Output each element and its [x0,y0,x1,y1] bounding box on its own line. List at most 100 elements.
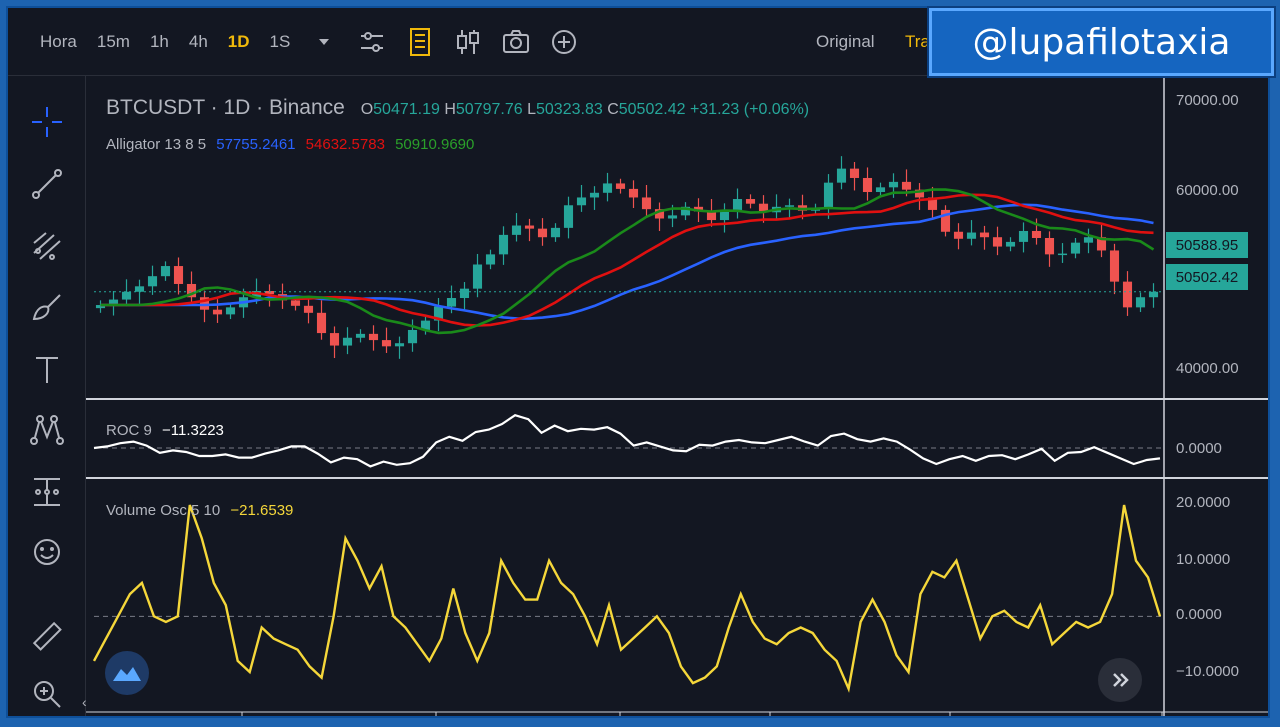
fib-tool-icon[interactable] [27,226,67,266]
candle-body [524,225,535,229]
candle-body [979,232,990,238]
price-chart-canvas[interactable] [8,8,1270,718]
candle-body [212,309,223,315]
candle-body [875,187,886,193]
original-button[interactable]: Original [816,32,875,51]
candle-body [914,189,925,198]
candle-body [758,203,769,213]
candle-body [420,320,431,330]
brush-icon[interactable] [27,288,67,328]
candle-body [784,205,795,207]
symbol-title: BTCUSDT · 1D · Binance [106,96,345,119]
candle-body [888,181,899,188]
candle-body [1057,253,1068,256]
candle-body [1083,237,1094,243]
candle-body [940,209,951,232]
candle-body [667,215,678,219]
sliders-icon[interactable] [352,22,392,62]
candle-body [459,288,470,299]
interval-4h[interactable]: 4h [188,31,208,51]
measure-tool-icon[interactable] [27,472,67,512]
candle-body [433,306,444,321]
add-circle-icon[interactable] [544,22,584,62]
text-tool-icon[interactable] [27,350,67,390]
candle-body [264,290,275,295]
vol-axis-label: 0.0000 [1176,606,1222,623]
candle-body [1122,281,1133,308]
candle-body [1044,237,1055,255]
price-axis-label: 70000.00 [1176,92,1239,109]
candle-body [1135,297,1146,308]
candle-body [329,333,340,346]
candle-body [121,291,132,300]
zoom-in-icon[interactable] [27,674,67,714]
alligator-teeth-value: 54632.5783 [305,136,385,153]
candle-body [680,206,691,216]
candle-body [290,300,301,306]
candle-body [823,182,834,209]
vol-axis-label: 20.0000 [1176,494,1231,511]
candle-body [563,205,574,228]
collapse-sidebar-icon[interactable]: ‹ [82,694,87,710]
pattern-tool-icon[interactable] [27,410,67,450]
candle-body [407,329,418,344]
trading-tab[interactable]: Tra [905,32,930,51]
crosshair-icon[interactable] [27,102,67,142]
candle-body [836,168,847,183]
candle-body [1031,230,1042,238]
candle-body [1148,291,1159,298]
candle-body [368,333,379,341]
candle-body [966,232,977,239]
candle-body [732,199,743,210]
candle-body [719,209,730,221]
candles-icon[interactable] [448,22,488,62]
alligator-lips-value: 50910.9690 [395,136,475,153]
tradingview-logo-button[interactable] [105,651,149,695]
candle-body [303,305,314,313]
interval-hora[interactable]: Hora [40,31,77,51]
candle-body [147,276,158,287]
roc-legend[interactable]: ROC 9 −11.3223 [106,422,224,439]
price-axis-label: 40000.00 [1176,360,1239,377]
volume-osc-line [92,504,1162,693]
candle-body [1109,250,1120,282]
trend-line-icon[interactable] [27,164,67,204]
interval-1h[interactable]: 1h [149,31,169,51]
candle-body [927,197,938,210]
interval-15m[interactable]: 15m [96,31,130,51]
alligator-legend[interactable]: Alligator 13 8 5 57755.2461 54632.5783 5… [106,136,475,153]
candle-body [511,225,522,235]
volume-osc-value: −21.6539 [230,502,294,519]
candle-body [160,266,171,277]
candle-body [394,343,405,347]
roc-line [93,413,1161,468]
interval-dropdown-icon[interactable] [304,22,344,62]
interval-1d[interactable]: 1D [227,31,250,51]
volume-osc-legend[interactable]: Volume Osc 5 10 −21.6539 [106,502,294,519]
double-chevron-right-icon [1113,673,1129,687]
candle-body [134,286,145,292]
candle-body [992,237,1003,247]
candle-body [615,183,626,189]
candle-body [602,183,613,193]
candle-body [342,337,353,346]
vol-axis-label: −10.0000 [1176,663,1239,680]
vol-axis-label: 10.0000 [1176,551,1231,568]
candle-body [550,227,561,238]
alligator-jaw-value: 57755.2461 [216,136,296,153]
indicators-icon[interactable] [400,22,440,62]
alligator-jaw-line [100,203,1154,320]
candle-body [108,299,119,306]
candle-body [862,177,873,193]
alligator-teeth-line [100,193,1154,327]
interval-1s[interactable]: 1S [269,31,291,51]
candle-body [225,307,236,315]
ruler-icon[interactable] [27,616,67,656]
candle-body [1005,241,1016,247]
camera-icon[interactable] [496,22,536,62]
candle-body [186,283,197,298]
emoji-icon[interactable] [27,532,67,572]
candle-body [1018,230,1029,242]
scroll-to-realtime-button[interactable] [1098,658,1142,702]
candle-body [1070,242,1081,254]
